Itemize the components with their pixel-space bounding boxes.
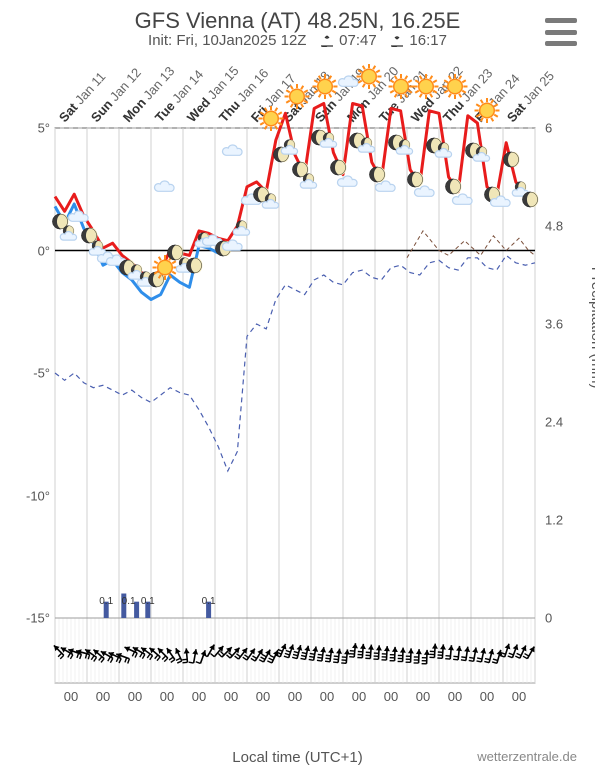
ytick-left: -15° [5,611,50,626]
pcloud-icon [434,140,454,165]
chart-subtitle: Init: Fri, 10Jan2025 12Z 07:47 16:17 [0,32,595,49]
ytick-left: -10° [5,488,50,503]
xtick: 00 [96,689,110,704]
cloud-icon [336,173,360,195]
xtick: 00 [288,689,302,704]
chart-title: GFS Vienna (AT) 48.25N, 16.25E [0,8,595,34]
pcloud-icon [319,130,339,155]
sun-icon [258,105,284,136]
ytick-left: 0° [5,243,50,258]
sunset-icon [389,32,405,49]
precip-bar-label: 0.1 [202,596,216,607]
precip-bar-label: 0.1 [99,596,113,607]
cloud-icon [413,183,437,205]
ytick-right: 1.2 [545,513,590,528]
pcloud-icon [472,145,492,170]
ytick-left: 5° [5,121,50,136]
sunset-time: 16:17 [409,32,447,49]
ytick-left: -5° [5,366,50,381]
xtick: 00 [448,689,462,704]
precip-bar-label: 0.1 [141,596,155,607]
pcloud-icon [357,135,377,160]
xtick: 00 [480,689,494,704]
sun-icon [474,98,500,129]
precip-bar-label: 0.1 [122,596,136,607]
moon-icon [184,255,204,280]
ytick-right: 0 [545,611,590,626]
date-label: Wed Jan 15 [184,63,242,125]
date-label: Sat Jan 25 [504,68,557,125]
date-label: Mon Jan 13 [120,63,178,125]
init-time: Init: Fri, 10Jan2025 12Z [148,32,306,49]
cloud-icon [451,191,475,213]
xtick: 00 [384,689,398,704]
cloud-icon [374,178,398,200]
cloud-icon [221,142,245,164]
pcloud-icon [261,191,281,216]
xtick: 00 [320,689,334,704]
xtick: 00 [512,689,526,704]
sun-icon [312,73,338,104]
xtick: 00 [192,689,206,704]
sun-icon [284,83,310,114]
sun-icon [413,73,439,104]
xtick: 00 [416,689,430,704]
sun-icon [388,73,414,104]
xtick: 00 [352,689,366,704]
ytick-right: 6 [545,121,590,136]
ytick-right: 3.6 [545,317,590,332]
meteogram-frame: GFS Vienna (AT) 48.25N, 16.25E Init: Fri… [0,0,595,768]
date-label: Sat Jan 11 [56,69,109,125]
ytick-right: 2.4 [545,415,590,430]
xtick: 00 [128,689,142,704]
xtick: 00 [256,689,270,704]
y-axis-right-label: Precipitation (mm) [589,267,595,389]
pcloud-icon [299,172,319,197]
date-label: Tue Jan 14 [152,67,207,125]
pcloud-icon [395,138,415,163]
ytick-right: 4.8 [545,219,590,234]
sun-icon [356,64,382,95]
pcloud-icon [232,218,252,243]
xtick: 00 [160,689,174,704]
attribution: wetterzentrale.de [477,749,577,764]
moon-icon [501,150,521,175]
cloud-icon [153,178,177,200]
sunrise-time: 07:47 [339,32,377,49]
moon-icon [520,189,540,214]
xtick: 00 [64,689,78,704]
sun-icon [442,73,468,104]
sunrise-icon [319,32,335,49]
xtick: 00 [224,689,238,704]
meteogram-plot[interactable]: 0.1 0.1 0.1 0.1 [55,128,535,683]
date-label: Sun Jan 12 [88,65,144,125]
